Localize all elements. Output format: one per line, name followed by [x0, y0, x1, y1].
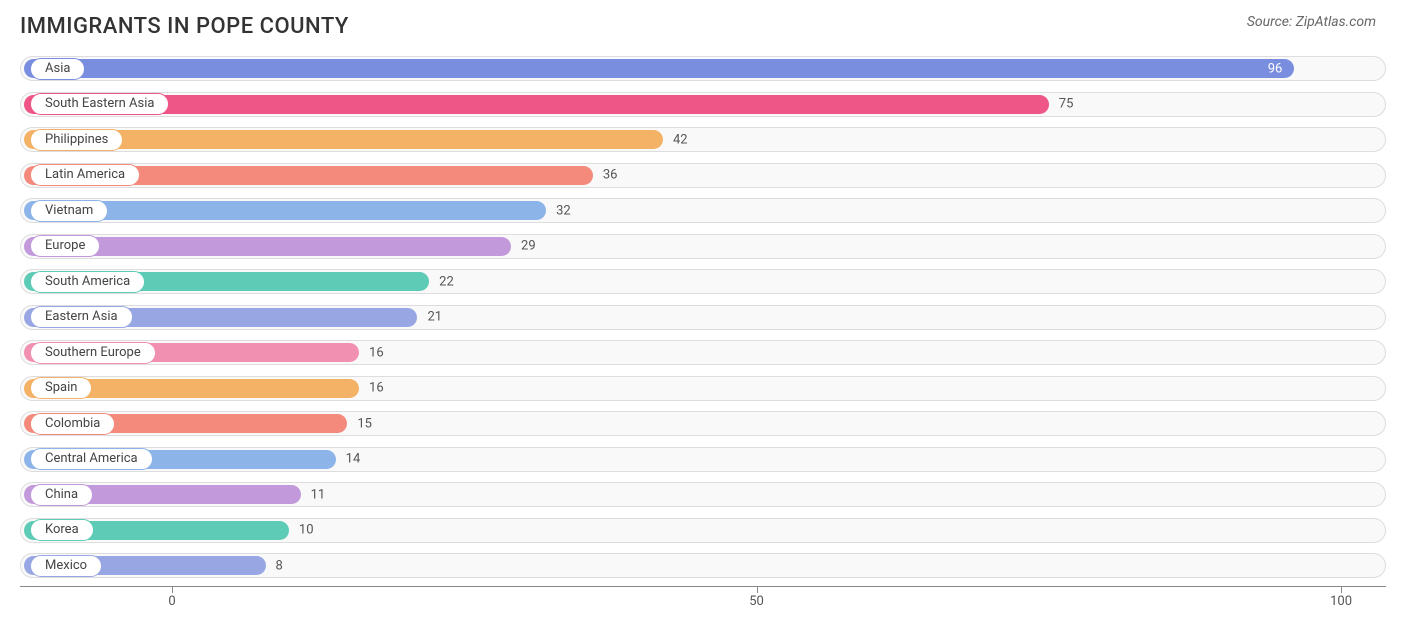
bar-row: Europe 29: [20, 231, 1386, 262]
bar-value-label: 29: [521, 239, 536, 254]
bar-value-label: 15: [357, 416, 372, 431]
bar-category-pill: Korea: [30, 519, 94, 541]
bar-category-pill: Philippines: [30, 129, 123, 151]
bar-row: China 11: [20, 479, 1386, 510]
bar-row: Latin America 36: [20, 160, 1386, 191]
bar-value-label: 42: [673, 132, 688, 147]
bar-category-pill: China: [30, 484, 93, 506]
bar-value-label: 22: [439, 274, 454, 289]
chart-source: Source: ZipAtlas.com: [1247, 14, 1376, 30]
bar-value-label: 75: [1059, 97, 1074, 112]
bar-row: Colombia 15: [20, 408, 1386, 439]
bar-row: Korea 10: [20, 515, 1386, 546]
bar-category-pill: Colombia: [30, 413, 115, 435]
bar-row: Philippines 42: [20, 124, 1386, 155]
bar-row: Eastern Asia 21: [20, 302, 1386, 333]
bar-value-label: 36: [603, 168, 618, 183]
bar-value-label: 10: [299, 523, 314, 538]
bar-fill: [24, 59, 1294, 78]
chart-header: IMMIGRANTS IN POPE COUNTY Source: ZipAtl…: [0, 0, 1406, 49]
bar-value-label: 16: [369, 381, 384, 396]
bar-row: Asia 96: [20, 53, 1386, 84]
bar-value-label: 96: [1268, 61, 1283, 76]
x-axis: 0 50 100: [20, 586, 1386, 616]
bar-row: Southern Europe 16: [20, 337, 1386, 368]
bar-row: Central America 14: [20, 444, 1386, 475]
chart-plot-area: Asia 96 South Eastern Asia 75 Philippines 42 L…: [0, 49, 1406, 581]
bar-category-pill: Latin America: [30, 164, 140, 186]
bar-category-pill: Europe: [30, 235, 100, 257]
bar-row: Vietnam 32: [20, 195, 1386, 226]
bar-category-pill: Spain: [30, 377, 92, 399]
bar-category-pill: South America: [30, 271, 145, 293]
bar-row: South America 22: [20, 266, 1386, 297]
chart-title: IMMIGRANTS IN POPE COUNTY: [20, 14, 349, 39]
bar-category-pill: Asia: [30, 58, 85, 80]
bar-category-pill: Central America: [30, 448, 153, 470]
bar-row: South Eastern Asia 75: [20, 89, 1386, 120]
bar-category-pill: Eastern Asia: [30, 306, 133, 328]
x-axis-tick-label: 100: [1330, 594, 1352, 609]
x-axis-tick-label: 50: [749, 594, 764, 609]
bar-fill: [24, 95, 1049, 114]
bar-value-label: 32: [556, 203, 571, 218]
bar-value-label: 16: [369, 345, 384, 360]
bar-value-label: 21: [427, 310, 442, 325]
bar-row: Mexico 8: [20, 550, 1386, 581]
bar-row: Spain 16: [20, 373, 1386, 404]
bar-value-label: 11: [311, 487, 326, 502]
bar-value-label: 14: [346, 452, 361, 467]
bar-category-pill: South Eastern Asia: [30, 93, 169, 115]
bar-category-pill: Southern Europe: [30, 342, 156, 364]
bar-category-pill: Vietnam: [30, 200, 108, 222]
bar-category-pill: Mexico: [30, 555, 102, 577]
bar-value-label: 8: [276, 558, 283, 573]
x-axis-tick-label: 0: [168, 594, 175, 609]
